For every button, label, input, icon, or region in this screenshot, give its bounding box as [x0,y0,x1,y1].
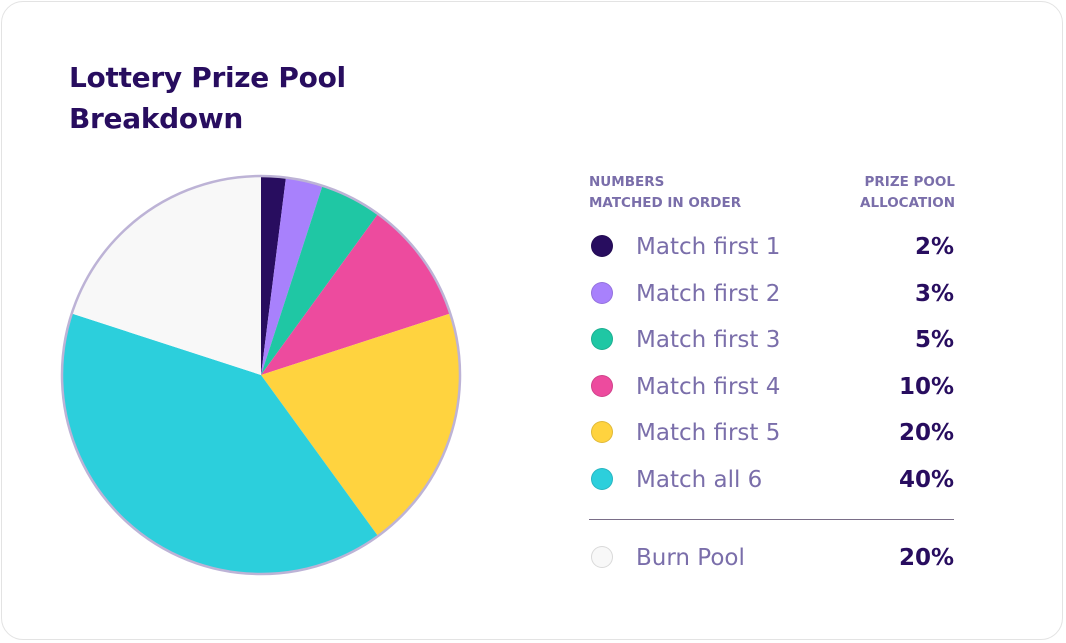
legend-dot-icon [591,421,613,444]
legend-dot-icon [591,235,613,257]
legend-label: Match first 4 [636,373,781,400]
legend-dot-icon [591,328,613,351]
legend-row-burn-pool: Burn Pool 20% [589,541,955,575]
legend: Numbers matched in order Prize pool allo… [589,172,955,571]
legend-label: Match first 5 [636,420,781,447]
legend-value: 10% [898,373,954,400]
legend-header-allocation-line-2: allocation [860,195,955,211]
legend-dot-icon [591,281,613,304]
legend-header-numbers: Numbers matched in order [589,172,741,214]
legend-row-match-all-6: Match all 6 40% [589,463,955,510]
pie-slice-match-first-4 [261,214,451,375]
legend-row-match-first-4: Match first 4 10% [589,370,955,417]
legend-divider [589,519,954,520]
pie-chart [60,174,462,576]
legend-header-allocation: Prize pool allocation [860,172,955,214]
legend-row-match-first-5: Match first 5 20% [589,416,955,463]
legend-dot-icon [591,546,613,568]
legend-label: Match all 6 [636,466,763,493]
pie-slice-match-first-3 [261,185,378,375]
legend-value: 20% [898,545,954,571]
chart-title-line-2: Breakdown [69,102,244,135]
legend-dot-icon [591,467,613,490]
legend-label: Burn Pool [636,545,745,571]
chart-title: Lottery Prize Pool Breakdown [69,57,409,139]
legend-header-numbers-line-2: matched in order [589,195,742,211]
legend-value: 5% [914,327,954,354]
legend-row-match-first-2: Match first 2 3% [589,277,955,324]
pie-slice-match-first-5 [261,313,460,536]
pie-slice-burn-pool [71,176,262,375]
legend-value: 2% [914,234,954,260]
legend-value: 3% [914,280,954,307]
legend-rows: Match first 1 2% Match first 2 3% Match … [589,230,955,510]
legend-header-numbers-line-1: Numbers [589,174,665,190]
pie-slice-match-first-1 [261,176,286,375]
chart-title-line-1: Lottery Prize Pool [69,61,346,94]
legend-dot-icon [591,374,613,397]
legend-value: 20% [898,420,954,447]
legend-label: Match first 1 [636,234,781,260]
legend-label: Match first 2 [636,280,781,307]
legend-row-match-first-1: Match first 1 2% [589,230,955,277]
pie-outline [60,174,462,576]
pie-slice-match-first-2 [261,177,323,375]
legend-row-match-first-3: Match first 3 5% [589,323,955,370]
legend-header-allocation-line-1: Prize pool [864,174,955,190]
legend-header: Numbers matched in order Prize pool allo… [589,172,955,216]
pie-slice-match-all-6 [62,313,378,574]
legend-value: 40% [898,466,954,493]
legend-label: Match first 3 [636,327,781,354]
